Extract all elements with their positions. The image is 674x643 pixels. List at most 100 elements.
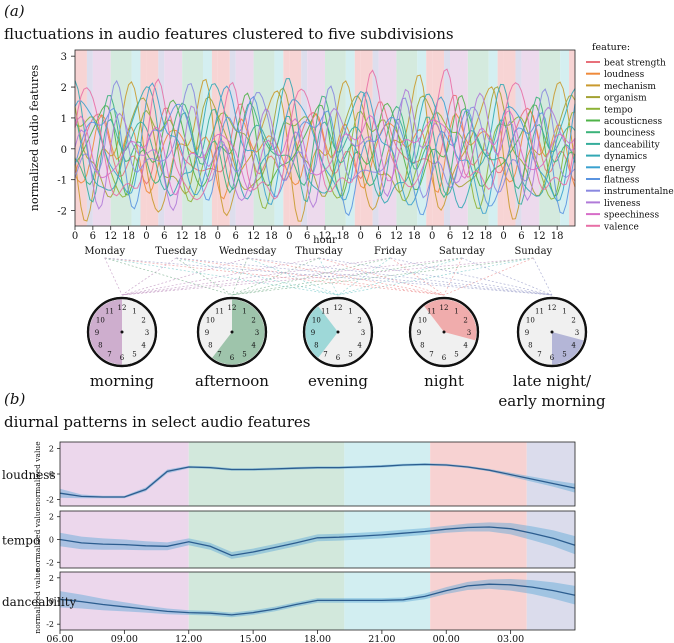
series-line-organism [74, 86, 576, 198]
series-line-valence [74, 68, 576, 201]
x-tick-label: 18 [194, 231, 207, 242]
legend-title: feature: [592, 42, 630, 53]
region-band-evening [202, 50, 212, 226]
connector-line [533, 257, 553, 296]
clock-rim [516, 296, 588, 368]
clock-number: 7 [323, 351, 327, 359]
connector-line [175, 257, 233, 296]
connector-line [121, 257, 534, 296]
clock-number: 12 [118, 304, 127, 312]
day-label-monday: Monday [84, 246, 125, 257]
region-band-morning [60, 511, 189, 568]
series-line-loudness [59, 463, 576, 498]
x-tick-label: 18 [336, 231, 349, 242]
clock-number: 5 [562, 351, 566, 359]
connector-line [318, 257, 553, 296]
clock-label-evening: evening [308, 372, 368, 390]
connector-line [461, 257, 553, 296]
clock-number: 11 [215, 307, 224, 315]
clock-sector [424, 299, 477, 341]
region-band-night [430, 572, 527, 630]
x-tick-label: 12 [461, 231, 474, 242]
clock-rim [302, 296, 374, 368]
connector-line [390, 257, 445, 296]
x-tick-label: 0 [143, 231, 149, 242]
series-line-instrumentalness [74, 79, 576, 199]
clock-number: 4 [357, 342, 362, 350]
region-band-morning [235, 50, 254, 226]
clock-number: 1 [132, 307, 136, 315]
region-band-morning [521, 50, 540, 226]
x-tick-label: 00.00 [433, 634, 460, 643]
clock-sector [212, 299, 265, 365]
clock-number: 7 [107, 351, 111, 359]
y-tick-label: 0 [49, 597, 54, 606]
connector-line [390, 257, 553, 296]
panel-b-label: (b) [4, 390, 26, 408]
legend-entry-instrumentalness: instrumentalness [604, 187, 674, 197]
legend-entry-acousticness: acousticness [604, 117, 663, 127]
clock-number: 8 [314, 342, 318, 350]
connector-lines [104, 257, 553, 296]
clock-number: 8 [208, 342, 212, 350]
panel-a-title: fluctuations in audio features clustered… [4, 25, 454, 43]
connector-line [121, 257, 391, 296]
clock-number: 6 [442, 354, 447, 362]
x-tick-label: 03.00 [497, 634, 524, 643]
y-tick-label: 2 [49, 513, 54, 522]
y-tick-label: -2 [46, 558, 54, 567]
clock-label-night: night [424, 372, 464, 390]
x-tick-label: 12 [247, 231, 260, 242]
region-band-night [497, 50, 504, 226]
x-tick-label: 12 [176, 231, 189, 242]
clock-number: 2 [141, 317, 145, 325]
day-label-sunday: Sunday [514, 246, 552, 257]
clock-sector [89, 299, 122, 365]
series-line-tempo [59, 526, 576, 557]
legend-entry-beat-strength: beat strength [604, 59, 666, 69]
connector-line [247, 257, 553, 296]
day-label-saturday: Saturday [439, 246, 485, 257]
x-tick-label: 21.00 [368, 634, 395, 643]
series-line-speechiness [74, 109, 576, 196]
y-tick-label: -2 [57, 207, 67, 218]
connector-line [104, 257, 123, 296]
clock-number: 8 [420, 342, 424, 350]
clock-number: 9 [205, 329, 209, 337]
y-tick-label: 0 [49, 536, 54, 545]
series-line-danceability [74, 108, 576, 205]
clock-number: 10 [312, 317, 321, 325]
x-tick-label: 6 [375, 231, 381, 242]
clock-number: 6 [230, 354, 235, 362]
clock-center [336, 330, 340, 334]
clock-number: 12 [548, 304, 557, 312]
clock-number: 9 [95, 329, 99, 337]
y-tick-label: 2 [49, 444, 54, 453]
clock-number: 11 [105, 307, 114, 315]
clock-number: 11 [535, 307, 544, 315]
x-tick-label: 06.00 [46, 634, 73, 643]
region-band-night [146, 50, 159, 226]
connector-line [337, 257, 534, 296]
region-band-afternoon [188, 442, 345, 506]
x-tick-label: 18 [551, 231, 564, 242]
clock-number: 10 [206, 317, 215, 325]
region-band-evening [131, 50, 141, 226]
y-tick-label: -2 [46, 496, 54, 505]
clock-center [120, 330, 124, 334]
region-band-evening [417, 50, 427, 226]
clock-number: 10 [526, 317, 535, 325]
series-line-flatness [74, 95, 576, 217]
legend-entry-dynamics: dynamics [604, 152, 647, 162]
row-label-danceability: danceability [2, 595, 77, 609]
connector-line [104, 257, 445, 296]
x-tick-label: 15.00 [240, 634, 267, 643]
clock-number: 8 [98, 342, 102, 350]
region-band-late [86, 50, 93, 226]
x-tick-label: 12 [390, 231, 403, 242]
x-tick-label: 0 [215, 231, 221, 242]
y-tick-label: -2 [46, 620, 54, 629]
